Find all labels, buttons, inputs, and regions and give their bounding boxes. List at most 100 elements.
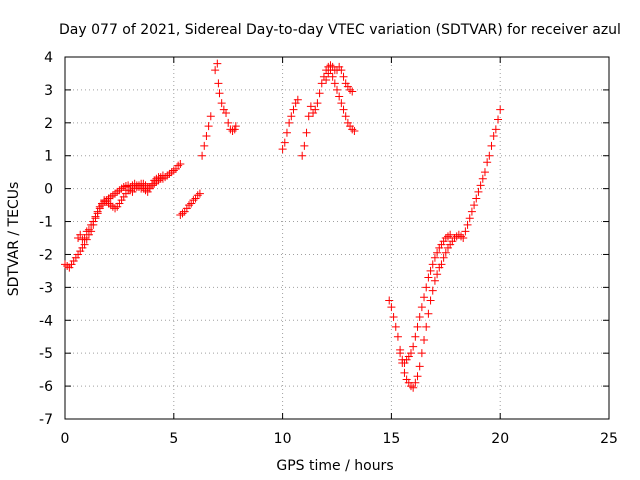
y-tick-label: -1	[39, 215, 53, 231]
data-point	[339, 105, 348, 114]
x-tick-label: 25	[600, 431, 618, 447]
chart-title: Day 077 of 2021, Sidereal Day-to-day VTE…	[59, 22, 621, 38]
grid	[65, 57, 609, 419]
data-point	[289, 105, 298, 114]
data-point	[89, 217, 98, 226]
data-point	[489, 131, 498, 140]
y-tick-label: 2	[44, 116, 53, 132]
data-point	[282, 128, 291, 137]
data-point	[417, 303, 426, 312]
data-point	[409, 342, 418, 351]
x-tick-label: 20	[491, 431, 509, 447]
y-tick-label: -6	[39, 379, 53, 395]
y-tick-label: 4	[44, 50, 53, 66]
data-point	[306, 102, 315, 111]
data-point	[84, 225, 93, 234]
data-point	[385, 296, 394, 305]
data-point	[459, 234, 468, 242]
plot-frame	[64, 56, 610, 420]
data-point	[413, 372, 422, 381]
x-tick-label: 5	[169, 431, 178, 447]
data-point	[91, 212, 100, 221]
data-point	[480, 168, 489, 177]
data-point	[467, 207, 476, 216]
data-point	[215, 89, 224, 98]
data-point	[491, 125, 500, 134]
data-point	[483, 158, 492, 167]
data-point	[424, 273, 433, 282]
data-point	[285, 118, 294, 127]
data-point	[337, 66, 346, 75]
data-point	[496, 105, 505, 114]
data-point	[158, 171, 167, 180]
data-point	[487, 141, 496, 150]
data-point	[213, 59, 222, 68]
data-point	[322, 76, 331, 85]
data-point	[428, 260, 437, 269]
data-point	[422, 283, 431, 292]
data-point	[457, 232, 466, 241]
data-point	[311, 105, 320, 114]
data-point	[335, 92, 344, 101]
data-point	[433, 248, 442, 257]
data-point	[204, 122, 213, 131]
data-point	[476, 181, 485, 190]
data-point	[389, 312, 398, 321]
data-point	[214, 79, 223, 88]
data-point	[206, 112, 215, 121]
data-point	[328, 72, 337, 81]
data-point	[230, 125, 239, 134]
data-point	[426, 296, 435, 305]
data-point	[478, 174, 487, 183]
data-point	[424, 309, 433, 318]
y-tick-label: -5	[39, 346, 53, 362]
data-point	[433, 270, 442, 279]
data-point	[420, 293, 429, 302]
y-axis-label: SDTVAR / TECUs	[6, 182, 22, 297]
data-point	[278, 145, 287, 154]
data-point	[313, 99, 322, 108]
data-point	[393, 332, 402, 341]
y-tick-label: -7	[39, 412, 53, 428]
data-point	[330, 79, 339, 88]
data-point	[302, 128, 311, 137]
data-point	[63, 261, 72, 270]
data-point	[195, 189, 204, 198]
data-point	[93, 207, 102, 216]
data-point	[293, 95, 302, 104]
data-point	[333, 85, 341, 94]
data-point	[326, 66, 335, 75]
data-point	[300, 141, 309, 150]
x-axis-label: GPS time / hours	[276, 458, 393, 474]
data-point	[78, 235, 87, 244]
data-point	[348, 87, 357, 96]
data-point	[396, 349, 405, 358]
data-point	[391, 322, 400, 331]
data-point	[494, 115, 503, 124]
data-point	[202, 131, 211, 140]
data-point	[178, 209, 187, 218]
data-point	[437, 260, 446, 269]
data-point	[387, 303, 396, 312]
data-point	[413, 322, 422, 331]
data-point	[465, 214, 474, 223]
x-tick-label: 0	[61, 431, 70, 447]
data-point	[211, 66, 220, 75]
data-point	[350, 127, 359, 136]
data-point	[415, 362, 424, 371]
data-point	[298, 151, 307, 160]
data-point	[222, 108, 231, 117]
data-point	[341, 112, 350, 121]
data-point	[198, 151, 207, 160]
data-point	[337, 99, 346, 108]
y-tick-label: -3	[39, 280, 53, 296]
data-point	[200, 141, 209, 150]
data-point	[217, 99, 226, 108]
data-point	[304, 112, 313, 121]
data-point	[463, 220, 472, 229]
data-point	[422, 322, 431, 331]
data-point	[339, 72, 348, 81]
data-point	[446, 230, 455, 239]
